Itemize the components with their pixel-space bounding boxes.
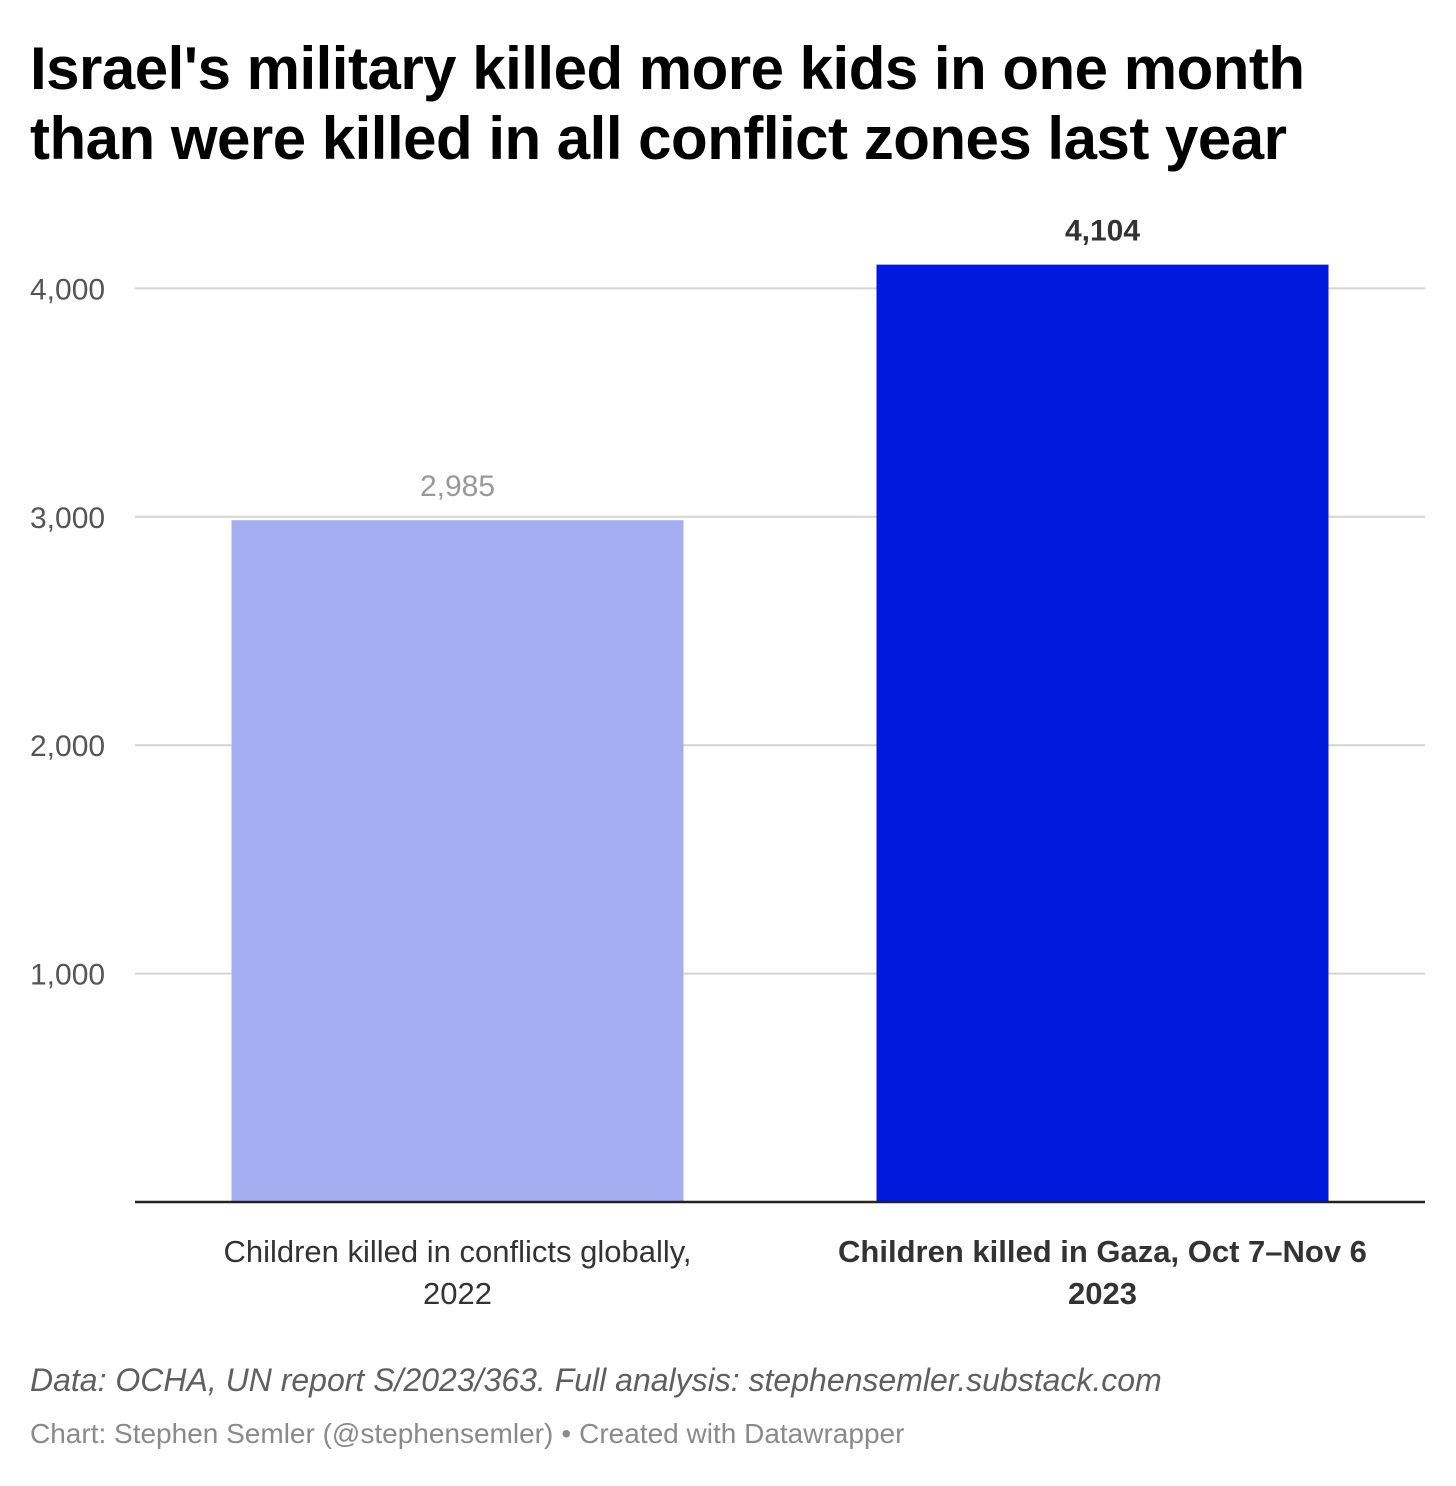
byline-tool: Created with Datawrapper bbox=[579, 1418, 905, 1449]
x-category-label: 2023 bbox=[1068, 1276, 1137, 1311]
y-tick-label: 4,000 bbox=[30, 273, 105, 306]
y-tick-label: 1,000 bbox=[30, 959, 105, 992]
byline: Chart: Stephen Semler (@stephensemler) • C… bbox=[30, 1418, 904, 1450]
bar bbox=[231, 520, 684, 1202]
x-category-label: 2022 bbox=[423, 1276, 492, 1311]
title-line-2: than were killed in all conflict zones l… bbox=[30, 105, 1287, 172]
x-category-label: Children killed in conflicts globally, bbox=[223, 1234, 691, 1269]
y-tick-label: 2,000 bbox=[30, 730, 105, 763]
value-label: 2,985 bbox=[420, 470, 495, 503]
chart-title: Israel's military killed more kids in on… bbox=[30, 34, 1430, 174]
y-tick-label: 3,000 bbox=[30, 502, 105, 535]
value-label: 4,104 bbox=[1065, 215, 1140, 248]
x-category-label: Children killed in Gaza, Oct 7–Nov 6 bbox=[838, 1234, 1367, 1269]
title-line-1: Israel's military killed more kids in on… bbox=[30, 35, 1305, 102]
byline-author: Chart: Stephen Semler (@stephensemler) bbox=[30, 1418, 554, 1449]
byline-separator: • bbox=[561, 1418, 572, 1449]
source-note: Data: OCHA, UN report S/2023/363. Full a… bbox=[30, 1362, 1162, 1398]
bar bbox=[876, 264, 1329, 1203]
bar-chart: 1,000 2,000 3,000 4,000 2,985 Children killed… bbox=[30, 215, 1425, 1311]
